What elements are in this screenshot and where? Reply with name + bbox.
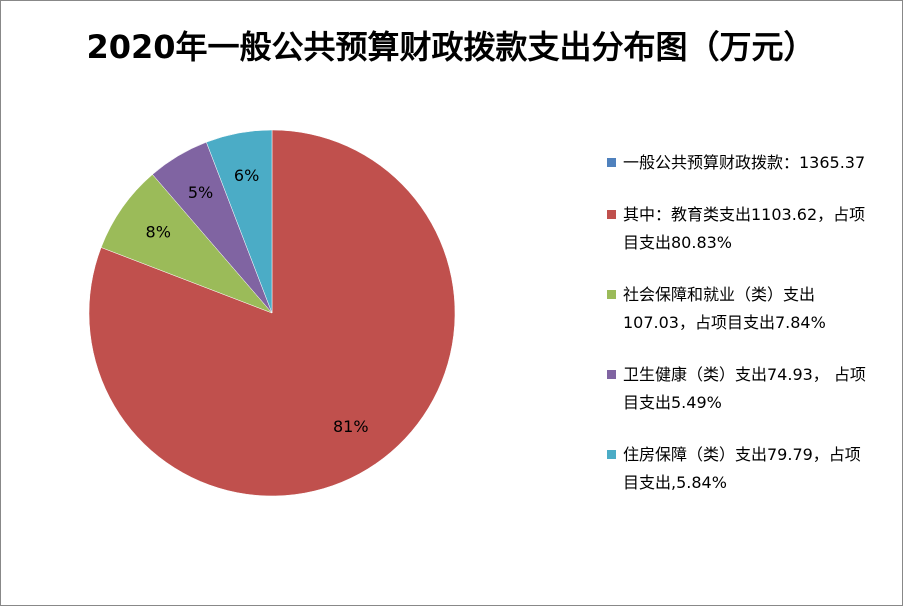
legend-item: 其中：教育类支出1103.62，占项目支出80.83%: [607, 201, 875, 257]
legend: 一般公共预算财政拨款：1365.37 其中：教育类支出1103.62，占项目支出8…: [607, 149, 875, 521]
legend-swatch: [607, 210, 616, 219]
legend-swatch: [607, 158, 616, 167]
pie-slice: [88, 129, 456, 497]
legend-swatch: [607, 370, 616, 379]
legend-label: 一般公共预算财政拨款：1365.37: [623, 153, 866, 172]
legend-label: 卫生健康（类）支出74.93， 占项目支出5.49%: [623, 365, 866, 412]
pie-slice: [206, 129, 273, 314]
legend-item: 住房保障（类）支出79.79，占项目支出,5.84%: [607, 441, 875, 497]
data-label: 6%: [234, 166, 259, 185]
legend-swatch: [607, 290, 616, 299]
legend-swatch: [607, 450, 616, 459]
legend-label: 其中：教育类支出1103.62，占项目支出80.83%: [623, 205, 866, 252]
data-label: 8%: [146, 223, 171, 242]
legend-item: 一般公共预算财政拨款：1365.37: [607, 149, 875, 177]
data-label: 81%: [333, 417, 369, 436]
legend-label: 住房保障（类）支出79.79，占项目支出,5.84%: [623, 445, 861, 492]
data-label: 5%: [188, 183, 213, 202]
chart-title: 2020年一般公共预算财政拨款支出分布图（万元）: [86, 28, 816, 66]
legend-item: 社会保障和就业（类）支出107.03，占项目支出7.84%: [607, 281, 875, 337]
legend-label: 社会保障和就业（类）支出107.03，占项目支出7.84%: [623, 285, 826, 332]
legend-item: 卫生健康（类）支出74.93， 占项目支出5.49%: [607, 361, 875, 417]
